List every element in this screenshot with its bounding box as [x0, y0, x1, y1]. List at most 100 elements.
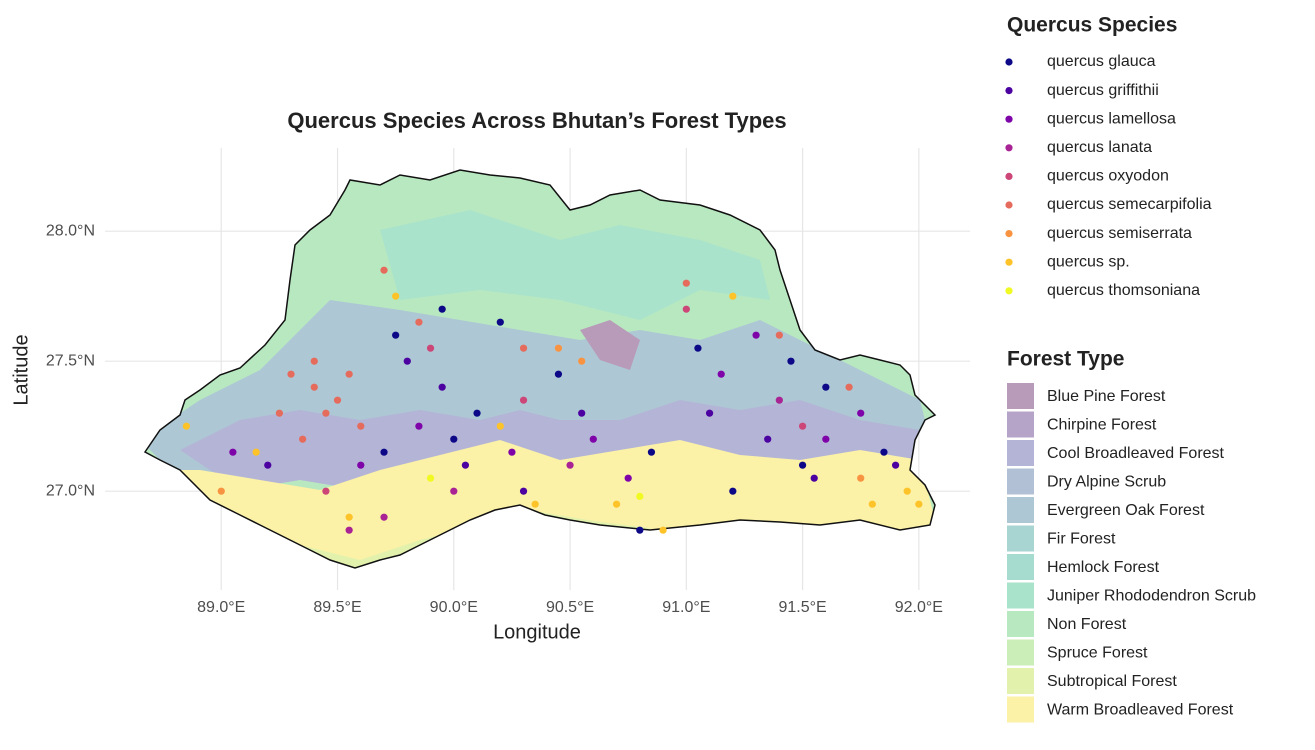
occurrence-point	[729, 487, 737, 495]
legend-label: Spruce Forest	[1047, 645, 1148, 662]
legend-label: Blue Pine Forest	[1047, 388, 1166, 405]
occurrence-point	[798, 461, 807, 469]
legend-swatch	[1007, 554, 1034, 580]
occurrence-point	[426, 474, 435, 482]
occurrence-point	[182, 422, 190, 430]
legend-title: Quercus Species	[1007, 14, 1177, 37]
forest-map	[145, 170, 935, 568]
y-tick-label: 27.5°N	[46, 352, 95, 369]
occurrence-point	[729, 292, 737, 300]
occurrence-point	[659, 526, 667, 534]
legend-label: Non Forest	[1047, 616, 1127, 633]
x-tick-label: 90.0°E	[430, 599, 478, 616]
legend-label: quercus lanata	[1047, 139, 1152, 156]
occurrence-point	[310, 357, 318, 365]
legend-marker	[1005, 58, 1013, 66]
occurrence-point	[589, 435, 597, 443]
legend-marker	[1005, 172, 1013, 180]
legend-label: quercus griffithii	[1047, 82, 1159, 99]
legend-label: Cool Broadleaved Forest	[1047, 445, 1225, 462]
occurrence-point	[868, 500, 876, 508]
occurrence-point	[415, 422, 423, 430]
legend-marker	[1005, 144, 1013, 152]
x-tick-label: 89.5°E	[313, 599, 361, 616]
legend-label: Evergreen Oak Forest	[1047, 502, 1205, 519]
legend-marker	[1005, 258, 1013, 266]
legend-title: Forest Type	[1007, 348, 1124, 371]
occurrence-point	[392, 331, 400, 339]
legend-label: quercus sp.	[1047, 253, 1130, 270]
legend-marker	[1005, 287, 1013, 295]
legend-marker	[1005, 115, 1013, 123]
legend-label: Chirpine Forest	[1047, 417, 1157, 434]
legend-swatch	[1007, 411, 1034, 438]
occurrence-point	[880, 448, 888, 456]
legend-label: quercus glauca	[1047, 53, 1156, 70]
occurrence-point	[333, 396, 342, 404]
occurrence-point	[496, 422, 504, 430]
occurrence-point	[357, 461, 365, 469]
occurrence-point	[415, 318, 423, 326]
legend-label: Dry Alpine Scrub	[1047, 474, 1166, 491]
x-tick-label: 91.5°E	[778, 599, 826, 616]
occurrence-point	[857, 409, 865, 417]
occurrence-point	[578, 409, 586, 417]
occurrence-point	[798, 422, 807, 430]
occurrence-point	[508, 448, 516, 456]
occurrence-point	[822, 435, 830, 443]
legend-swatch	[1007, 611, 1034, 637]
forest-area	[580, 320, 640, 370]
x-axis-label: Longitude	[493, 621, 581, 643]
legend-label: quercus lamellosa	[1047, 110, 1176, 127]
occurrence-point	[705, 409, 714, 417]
occurrence-point	[647, 448, 656, 456]
occurrence-point	[845, 383, 853, 391]
x-tick-label: 91.0°E	[662, 599, 710, 616]
y-axis-label: Latitude	[10, 334, 32, 405]
legend-label: quercus semecarpifolia	[1047, 196, 1212, 213]
occurrence-point	[299, 435, 307, 443]
occurrence-point	[915, 500, 923, 508]
occurrence-point	[636, 526, 644, 534]
occurrence-point	[752, 331, 760, 339]
occurrence-point	[322, 487, 330, 495]
occurrence-point	[426, 344, 435, 352]
y-tick-label: 28.0°N	[46, 222, 95, 239]
points	[182, 266, 923, 534]
occurrence-point	[310, 383, 318, 391]
legend-marker	[1005, 230, 1013, 238]
occurrence-point	[682, 279, 690, 287]
occurrence-point	[357, 422, 365, 430]
occurrence-point	[717, 370, 725, 378]
occurrence-point	[322, 409, 330, 417]
x-tick-label: 89.0°E	[197, 599, 245, 616]
forest-area	[380, 210, 770, 320]
legend-marker	[1005, 87, 1013, 95]
occurrence-point	[775, 396, 783, 404]
occurrence-point	[903, 487, 911, 495]
occurrence-point	[519, 487, 528, 495]
occurrence-point	[450, 435, 458, 443]
occurrence-point	[392, 292, 400, 300]
occurrence-point	[857, 474, 865, 482]
legend-label: quercus thomsoniana	[1047, 282, 1200, 299]
occurrence-point	[345, 526, 353, 534]
legend-label: quercus oxyodon	[1047, 168, 1169, 185]
occurrence-point	[519, 344, 528, 352]
occurrence-point	[473, 409, 481, 417]
occurrence-point	[578, 357, 586, 365]
occurrence-point	[636, 492, 644, 500]
country-outline	[143, 169, 937, 569]
occurrence-point	[461, 461, 470, 469]
legend-swatch	[1007, 525, 1034, 552]
occurrence-point	[810, 474, 818, 482]
x-tick-label: 92.0°E	[895, 599, 943, 616]
occurrence-point	[287, 370, 295, 378]
legend-swatch	[1007, 468, 1034, 495]
occurrence-point	[694, 344, 702, 352]
occurrence-point	[252, 448, 260, 456]
legend-label: Juniper Rhododendron Scrub	[1047, 588, 1256, 605]
legend-swatch	[1007, 668, 1034, 694]
forest-area	[180, 400, 920, 490]
